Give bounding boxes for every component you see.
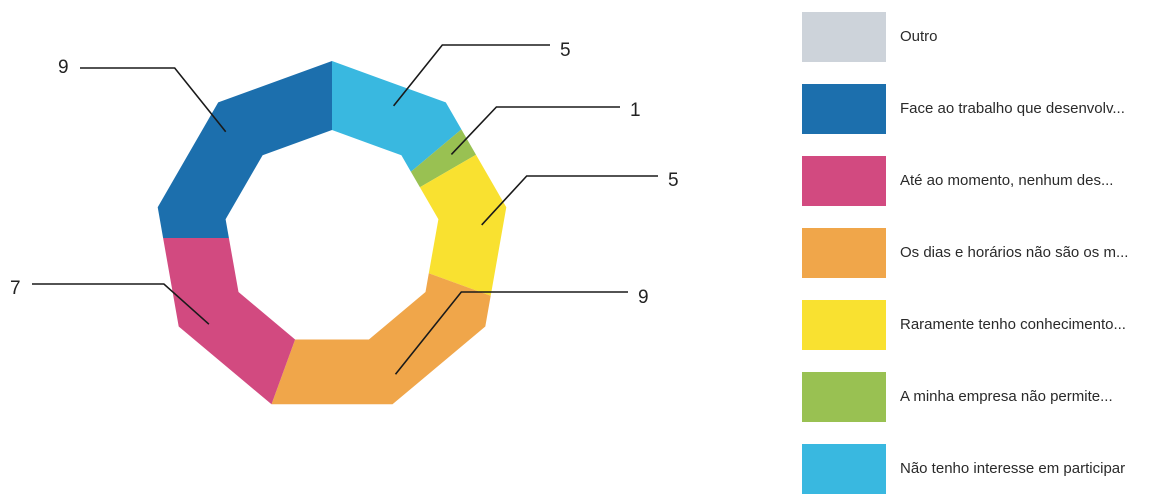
- donut-slice: [410, 129, 476, 188]
- callout-line: [394, 291, 628, 375]
- legend-item: Até ao momento, nenhum des...: [802, 156, 1163, 206]
- callout-labels: 5 1 5 9 7 9: [10, 40, 679, 375]
- legend-label: Os dias e horários não são os m...: [900, 244, 1129, 261]
- callout-line: [392, 44, 550, 107]
- donut-slice: [332, 61, 462, 172]
- legend-label: Até ao momento, nenhum des...: [900, 172, 1114, 189]
- data-label: 5: [560, 40, 571, 61]
- legend-label: Outro: [900, 28, 938, 45]
- legend-item: Raramente tenho conhecimento...: [802, 300, 1163, 350]
- legend-swatch: [802, 12, 886, 62]
- legend-item: Não tenho interesse em participar: [802, 444, 1163, 494]
- legend-item: Outro: [802, 12, 1163, 62]
- callout-line: [481, 175, 658, 226]
- legend-label: Face ao trabalho que desenvolv...: [900, 100, 1125, 117]
- legend-swatch: [802, 300, 886, 350]
- legend-label: Raramente tenho conhecimento...: [900, 316, 1126, 333]
- callout-line: [32, 283, 210, 325]
- legend-item: Face ao trabalho que desenvolv...: [802, 84, 1163, 134]
- data-label: 5: [668, 170, 679, 191]
- legend-label: Não tenho interesse em participar: [900, 460, 1126, 477]
- legend-swatch: [802, 156, 886, 206]
- callout-line: [450, 106, 620, 155]
- callout-line: [80, 67, 227, 133]
- legend-swatch: [802, 84, 886, 134]
- donut-slices: [157, 61, 507, 405]
- legend-item: A minha empresa não permite...: [802, 372, 1163, 422]
- donut-slice: [271, 273, 491, 405]
- donut-slice: [419, 154, 507, 296]
- donut-slice: [157, 61, 332, 238]
- legend-swatch: [802, 372, 886, 422]
- data-label: 7: [10, 278, 21, 299]
- data-label: 9: [58, 57, 69, 78]
- legend-label: A minha empresa não permite...: [900, 388, 1113, 405]
- data-label: 9: [638, 287, 649, 308]
- legend-swatch: [802, 444, 886, 494]
- legend-item: Os dias e horários não são os m...: [802, 228, 1163, 278]
- legend-swatch: [802, 228, 886, 278]
- donut-slice: [163, 238, 296, 405]
- data-label: 1: [630, 100, 641, 121]
